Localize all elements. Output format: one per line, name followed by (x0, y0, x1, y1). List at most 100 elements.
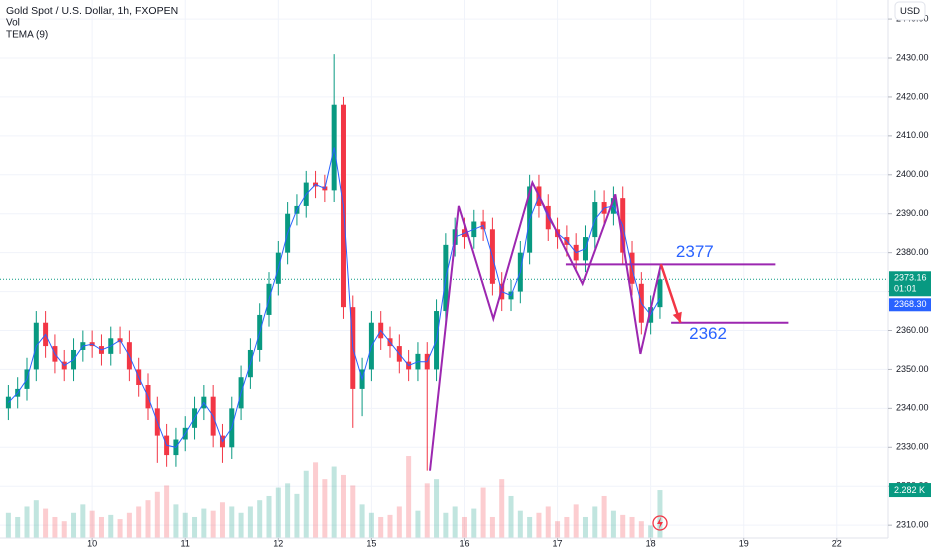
volume-bar (117, 519, 123, 538)
volume-bar (266, 495, 272, 538)
x-tick-label: 12 (273, 538, 283, 548)
volume-bar (24, 506, 30, 538)
volume-bar (387, 514, 393, 538)
volume-label: 2.282 K (894, 485, 925, 495)
y-tick-label: 2310.00 (896, 520, 929, 530)
volume-bar (201, 508, 207, 538)
volume-bar (424, 483, 430, 538)
volume-bar (80, 504, 86, 538)
volume-bar (350, 485, 356, 538)
tema-price-label: 2368.30 (894, 299, 927, 309)
y-tick-label: 2330.00 (896, 442, 929, 452)
volume-bar (480, 487, 486, 538)
volume-bar (359, 504, 365, 538)
y-tick-label: 2340.00 (896, 403, 929, 413)
arrow-shaft (659, 263, 682, 324)
volume-bar (406, 456, 412, 538)
y-tick-label: 2390.00 (896, 208, 929, 218)
volume-bar (285, 483, 291, 538)
volume-bar (164, 485, 170, 538)
event-icon[interactable] (652, 515, 668, 531)
level-label: 2377 (676, 242, 714, 261)
y-tick-label: 2420.00 (896, 91, 929, 101)
arrow-head (672, 311, 682, 323)
volume-bar (182, 512, 188, 538)
y-tick-label: 2410.00 (896, 130, 929, 140)
volume-bar (648, 525, 654, 538)
level-label: 2362 (689, 324, 727, 343)
x-tick-label: 11 (181, 538, 190, 548)
volume-bar (461, 516, 467, 538)
x-tick-label: 18 (646, 538, 656, 548)
volume-bar (592, 506, 598, 538)
volume-bar (247, 506, 253, 538)
volume-bar (89, 510, 95, 538)
candle-body (657, 279, 663, 308)
x-tick-label: 10 (87, 538, 97, 548)
volume-bar (368, 512, 374, 538)
volume-bar (452, 506, 458, 538)
volume-bar (545, 506, 551, 538)
volume-bar (71, 512, 77, 538)
y-tick-label: 2380.00 (896, 247, 929, 257)
currency-label[interactable]: USD (900, 6, 920, 17)
volume-bar (564, 516, 570, 538)
last-price-box (889, 271, 931, 297)
volume-bar (52, 516, 58, 538)
y-tick-label: 2360.00 (896, 325, 929, 335)
volume-bar (489, 516, 495, 538)
candle-body (5, 396, 11, 409)
volume-bar (313, 462, 319, 538)
volume-bar (499, 479, 505, 538)
volume-bar (508, 495, 514, 538)
volume-layer (5, 456, 663, 538)
axis-layer: 2310.002320.002330.002340.002350.002360.… (87, 13, 931, 548)
volume-bar (303, 470, 309, 538)
chart-title: Gold Spot / U.S. Dollar, 1h, FXOPEN (6, 5, 178, 17)
volume-bar (154, 491, 160, 538)
volume-bar (434, 479, 440, 538)
drawing-layer: 2377 2362 (429, 179, 789, 471)
volume-bar (378, 516, 384, 538)
x-tick-label: 15 (366, 538, 376, 548)
volume-bar (657, 490, 663, 538)
volume-bar (340, 474, 346, 538)
y-tick-label: 2350.00 (896, 364, 929, 374)
volume-bar (108, 514, 114, 538)
volume-bar (536, 512, 542, 538)
volume-bar (5, 512, 11, 538)
volume-bar (573, 504, 579, 538)
volume-bar (415, 510, 421, 538)
event-icon-bolt (657, 517, 663, 529)
volume-bar (43, 508, 49, 538)
volume-bar (629, 516, 635, 538)
currency-button[interactable] (894, 1, 926, 21)
volume-bar (527, 516, 533, 538)
volume-bar (294, 493, 300, 538)
volume-bar (192, 516, 198, 538)
countdown-label: 01:01 (894, 284, 917, 294)
volume-bar (173, 504, 179, 538)
volume-bar (257, 500, 263, 538)
volume-bar (443, 512, 449, 538)
indicator-label: TEMA (9) (6, 30, 48, 41)
volume-bar (136, 506, 142, 538)
zigzag-drawing (429, 179, 662, 471)
x-tick-label: 19 (739, 538, 749, 548)
volume-bar (471, 508, 477, 538)
volume-bar (219, 502, 225, 538)
volume-bar (61, 521, 67, 538)
last-price-label: 2373.16 (894, 273, 927, 283)
volume-bar (33, 500, 39, 538)
volume-box (889, 483, 931, 498)
volume-bar (610, 510, 616, 538)
y-tick-label: 2400.00 (896, 169, 929, 179)
volume-bar (620, 514, 626, 538)
volume-bar (582, 516, 588, 538)
volume-bar (638, 521, 644, 538)
volume-bar (210, 510, 216, 538)
volume-bar (229, 506, 235, 538)
volume-bar (98, 516, 104, 538)
